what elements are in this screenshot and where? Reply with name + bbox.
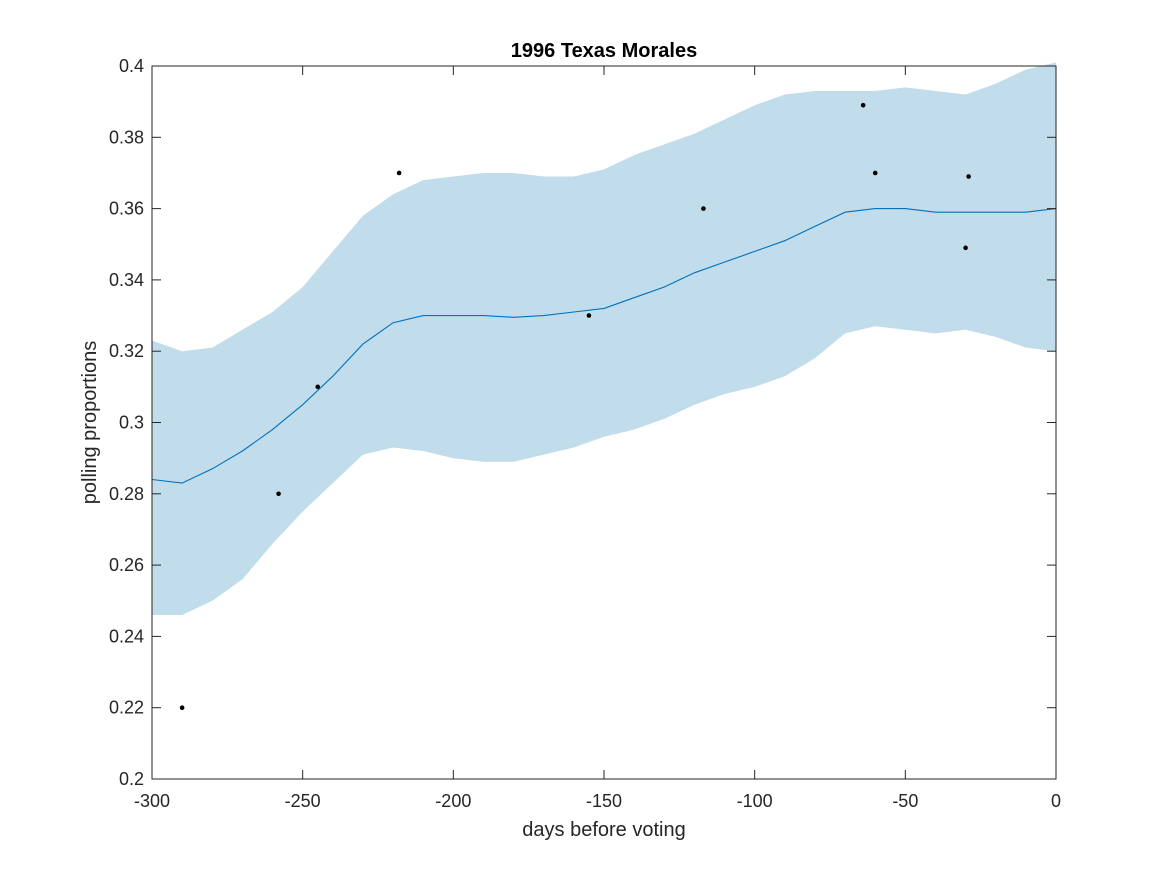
data-point bbox=[963, 245, 968, 251]
confidence-band bbox=[152, 62, 1056, 615]
data-point bbox=[179, 705, 185, 710]
y-tick-label: 0.2 bbox=[119, 769, 144, 789]
y-tick-label: 0.34 bbox=[109, 270, 144, 290]
y-tick-label: 0.3 bbox=[119, 413, 144, 433]
data-point bbox=[872, 170, 878, 176]
data-point bbox=[276, 491, 281, 497]
x-axis: -300 -250 -200 -150 -100 -50 0 bbox=[134, 66, 1061, 811]
data-point bbox=[315, 384, 321, 390]
x-tick-label: -100 bbox=[737, 791, 773, 811]
data-point bbox=[966, 174, 971, 179]
y-tick-label: 0.32 bbox=[109, 341, 144, 361]
x-axis-label: days before voting bbox=[522, 819, 685, 841]
plot-area bbox=[151, 62, 1057, 710]
x-tick-label: -300 bbox=[134, 791, 170, 811]
y-tick-label: 0.38 bbox=[109, 127, 144, 147]
y-axis-label: polling proportions bbox=[79, 341, 101, 504]
x-tick-label: -250 bbox=[285, 791, 321, 811]
mean-line bbox=[151, 208, 1057, 484]
y-tick-label: 0.36 bbox=[109, 199, 144, 219]
x-tick-label: -150 bbox=[586, 791, 622, 811]
y-tick-label: 0.22 bbox=[109, 698, 144, 718]
x-tick-label: -50 bbox=[892, 791, 918, 811]
y-tick-label: 0.24 bbox=[109, 626, 144, 646]
data-point bbox=[396, 170, 402, 176]
x-tick-label: 0 bbox=[1051, 791, 1061, 811]
data-point bbox=[586, 313, 592, 318]
data-point bbox=[860, 102, 866, 108]
y-tick-label: 0.26 bbox=[109, 555, 144, 575]
y-tick-label: 0.28 bbox=[109, 484, 144, 504]
y-axis: 0.2 0.22 0.24 0.26 0.28 0.3 0.32 0.34 0.36 0.38 0.… bbox=[109, 56, 1056, 789]
y-tick-label: 0.4 bbox=[119, 56, 144, 76]
x-tick-label: -200 bbox=[435, 791, 471, 811]
chart-title: 1996 Texas Morales bbox=[511, 40, 697, 62]
data-point bbox=[701, 206, 706, 211]
